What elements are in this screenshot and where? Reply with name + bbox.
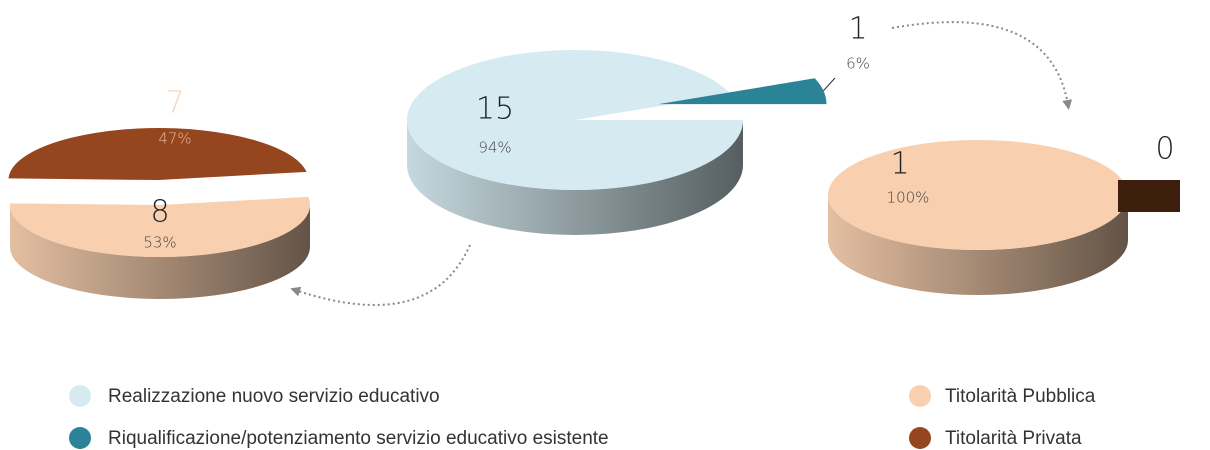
count-label: 15	[476, 92, 514, 127]
arrow	[891, 21, 1073, 110]
count-label: 7	[165, 86, 184, 121]
legend-label: Riqualificazione/potenziamento servizio …	[108, 428, 609, 449]
legend-swatch	[909, 427, 931, 449]
percent-label: 47%	[158, 130, 191, 148]
pie-slice-shade	[10, 205, 310, 299]
pie-slice	[658, 78, 827, 105]
legend-label: Realizzazione nuovo servizio educativo	[108, 386, 440, 407]
pie-slice	[9, 196, 310, 257]
pie-slice-side	[1118, 180, 1180, 212]
arrow	[290, 244, 471, 306]
legend-label: Titolarità Pubblica	[945, 386, 1096, 407]
pie-slice-shade	[828, 195, 1128, 295]
legend-swatch	[69, 427, 91, 449]
pie-slice	[407, 50, 743, 191]
legend-label: Titolarità Privata	[945, 428, 1082, 449]
percent-label: 100%	[887, 189, 930, 207]
count-label: 1	[890, 147, 909, 182]
percent-label: 53%	[143, 234, 176, 252]
legend-swatch	[909, 385, 931, 407]
pie-slice	[828, 140, 1128, 250]
pie-slice	[8, 128, 307, 181]
count-label: 1	[848, 12, 867, 47]
legend-swatch	[69, 385, 91, 407]
count-label: 0	[1155, 132, 1174, 167]
count-label: 8	[150, 195, 169, 230]
percent-label: 6%	[846, 55, 870, 73]
pie-slice-shade	[407, 120, 743, 235]
percent-label: 94%	[478, 139, 511, 157]
